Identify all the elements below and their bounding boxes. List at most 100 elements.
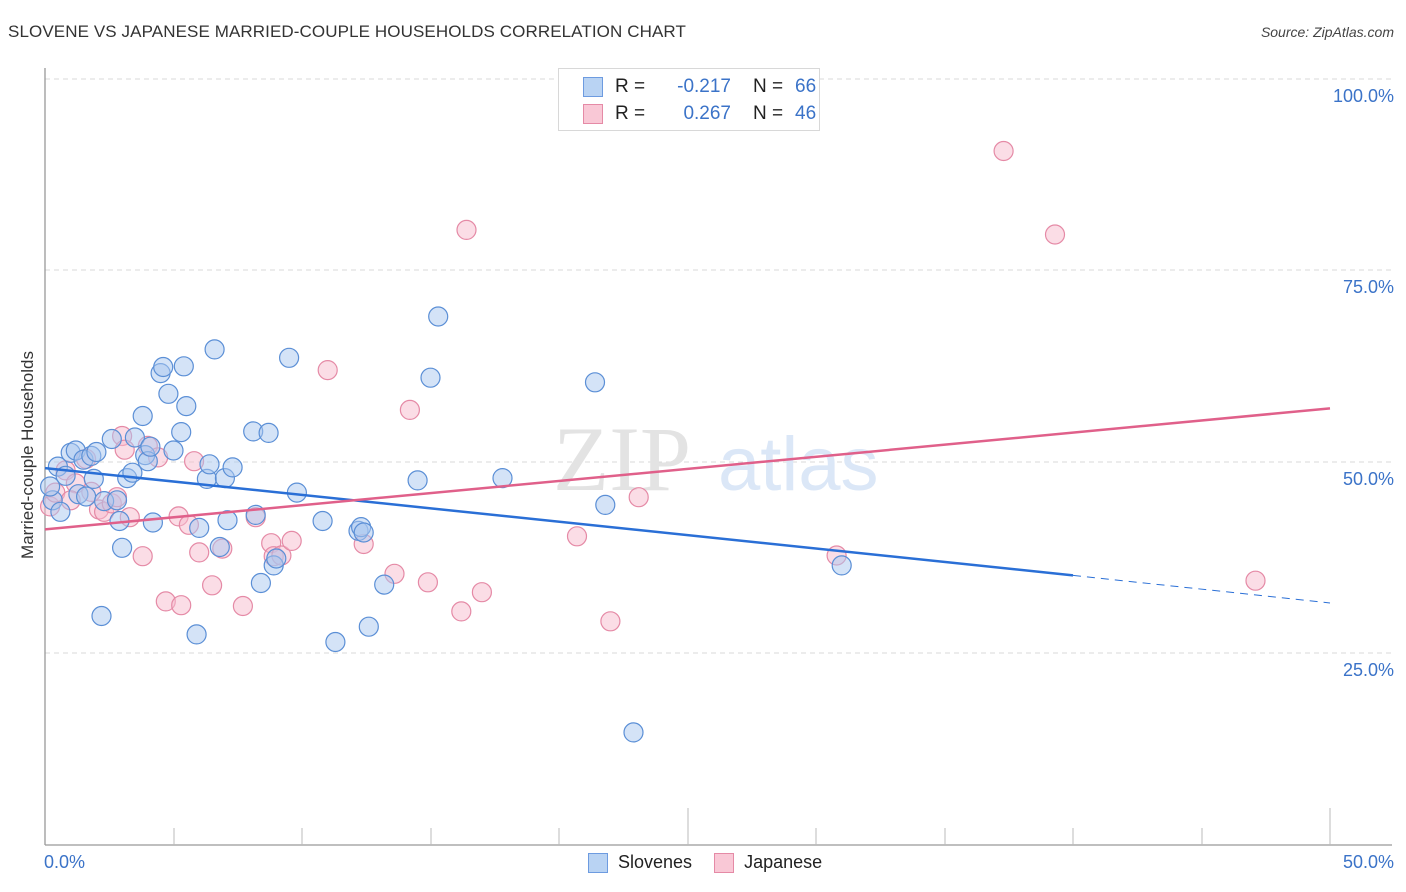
slovenes-point [595,494,616,515]
slovenes-point [250,572,271,594]
slovenes-point [176,396,197,417]
japanese-swatch-icon [583,104,603,124]
japanese-point [1044,224,1066,245]
r-value-japanese: 0.267 [683,103,731,124]
japanese-point [1245,570,1266,591]
slovenes-point [158,383,179,404]
slovenes-point [623,722,644,743]
watermark-zip: ZIP [553,408,691,510]
japanese-point [232,595,253,617]
slovenes-point [86,441,107,463]
slovenes-point [91,605,112,627]
japanese-swatch-icon [714,852,735,873]
slovenes-point [312,510,333,532]
japanese-point [281,530,302,552]
slovenes-trend-extension [1072,574,1331,604]
slovenes-point [209,536,230,558]
slovenes-point [204,339,225,360]
chart-title: SLOVENE VS JAPANESE MARRIED-COUPLE HOUSE… [8,22,686,41]
slovenes-point [374,574,395,595]
slovenes-point [279,347,300,368]
slovenes-points [39,306,852,743]
slovenes-point [420,367,441,388]
legend-label-slovenes: Slovenes [618,852,693,872]
gridlines [45,78,1392,654]
slovenes-point [106,490,128,511]
legend-row-japanese: R = 0.267 N = 46 [583,102,816,126]
y-tick-25: 25.0% [1342,660,1394,680]
japanese-point [132,546,153,567]
japanese-point [171,595,192,616]
slovenes-point [186,624,207,645]
n-label: N = [753,103,784,124]
y-tick-100: 100.0% [1332,86,1394,106]
y-tick-50: 50.0% [1342,469,1394,489]
slovenes-point [124,427,145,448]
source-credit: Source: ZipAtlas.com [1260,24,1394,40]
slovenes-swatch-icon [583,77,603,97]
slovenes-point [584,372,606,393]
slovenes-point [39,476,61,497]
axes [44,68,1392,846]
slovenes-point [428,306,449,327]
slovenes-point [358,616,379,637]
y-axis-label: Married-couple Households [18,351,37,559]
slovenes-point [266,548,287,569]
japanese-trend-line [44,407,1331,531]
slovenes-point [173,356,194,377]
trend-lines [44,407,1331,604]
japanese-points [39,140,1266,632]
japanese-point [317,360,338,381]
japanese-point [566,526,588,547]
x-tick-50: 50.0% [1342,852,1394,872]
slovenes-point [50,501,71,522]
slovenes-point [140,436,161,457]
slovenes-point [189,517,210,539]
japanese-point [451,601,472,622]
x-ticks [173,808,1331,845]
r-value-slovenes: -0.217 [677,76,731,97]
watermark: ZIP atlas [553,408,879,510]
slovenes-point [163,440,184,461]
slovenes-point [353,522,374,543]
slovenes-point [492,468,513,489]
r-label: R = [615,76,646,97]
japanese-point [600,611,621,632]
series-legend: Slovenes Japanese [588,852,844,873]
japanese-point [189,542,210,563]
x-tick-0: 0.0% [44,852,86,872]
slovenes-trend-line [44,466,1074,577]
slovenes-point [325,631,346,653]
slovenes-point [142,512,163,533]
slovenes-point [407,470,428,491]
slovenes-point [831,555,852,576]
r-label: R = [615,103,646,124]
y-tick-75: 75.0% [1342,277,1394,297]
correlation-legend: R = -0.217 N = 66 R = 0.267 N = 46 [558,68,820,131]
slovenes-point [171,422,192,443]
slovenes-point [132,405,153,427]
legend-item-japanese[interactable]: Japanese [714,852,822,873]
n-label: N = [753,76,784,97]
japanese-point [456,219,477,240]
japanese-point [202,575,223,596]
legend-label-japanese: Japanese [744,852,823,872]
slovenes-point [199,454,220,475]
slovenes-swatch-icon [588,852,608,873]
japanese-point [628,487,649,508]
n-value-slovenes: 66 [795,76,817,97]
japanese-point [993,140,1014,162]
slovenes-point [111,537,133,558]
legend-item-slovenes[interactable]: Slovenes [588,852,692,873]
legend-row-slovenes: R = -0.217 N = 66 [583,75,816,99]
japanese-point [471,582,492,603]
slovenes-point [222,457,243,478]
slovenes-point [258,422,279,443]
slovenes-point [153,356,174,378]
n-value-japanese: 46 [795,103,817,124]
slovenes-point [75,486,97,507]
slovenes-point [101,428,122,450]
slovenes-point [217,510,238,531]
japanese-point [417,572,438,593]
